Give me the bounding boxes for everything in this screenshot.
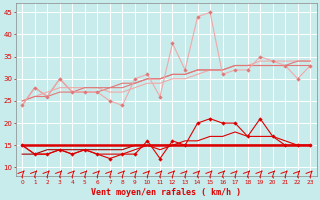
X-axis label: Vent moyen/en rafales ( km/h ): Vent moyen/en rafales ( km/h ) bbox=[91, 188, 241, 197]
